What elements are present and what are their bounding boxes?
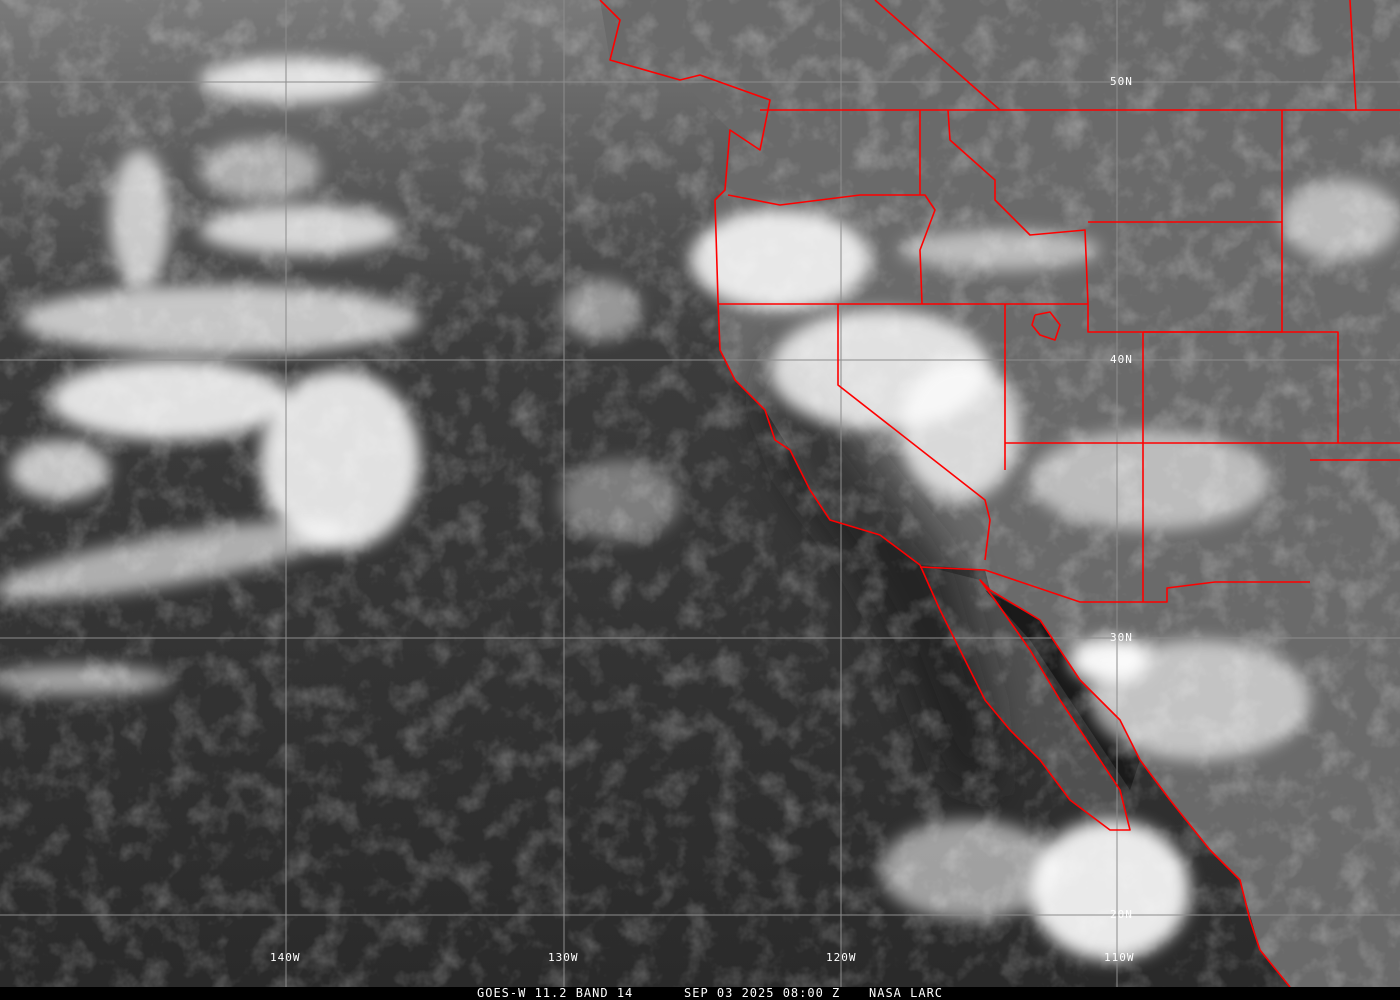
pacific-coastline [599, 0, 921, 566]
lon-label-140w: 140W [270, 951, 301, 964]
lat-label-20n: 20N [1110, 908, 1133, 921]
caption-datetime: SEP 03 2025 08:00 Z [684, 986, 841, 1000]
caption-source: NASA LARC [869, 986, 944, 1000]
wa-or-border [727, 194, 936, 305]
caption-satellite: GOES-W 11.2 BAND 14 [477, 986, 634, 1000]
image-caption-bar: GOES-W 11.2 BAND 14 SEP 03 2025 08:00 Z … [0, 986, 1400, 1000]
ca-nv-border [837, 304, 991, 561]
political-boundaries [599, 0, 1400, 987]
grid-labels: 50N 40N 30N 20N 140W 130W 120W 110W [270, 75, 1135, 964]
mexico-coastline [989, 589, 1291, 987]
lon-label-130w: 130W [548, 951, 579, 964]
baja-coastline [919, 564, 1131, 831]
canada-province-border-2 [1349, 0, 1357, 111]
great-salt-lake [1031, 311, 1061, 341]
lat-label-50n: 50N [1110, 75, 1133, 88]
lon-label-110w: 110W [1104, 951, 1135, 964]
co-border [1143, 331, 1339, 443]
lat-label-40n: 40N [1110, 353, 1133, 366]
lon-label-120w: 120W [826, 951, 857, 964]
cloud-systems [0, 58, 1400, 960]
canada-province-border [874, 0, 1001, 111]
us-mexico-border [919, 566, 1310, 603]
id-mt-border [947, 109, 1089, 305]
lat-label-30n: 30N [1110, 631, 1133, 644]
